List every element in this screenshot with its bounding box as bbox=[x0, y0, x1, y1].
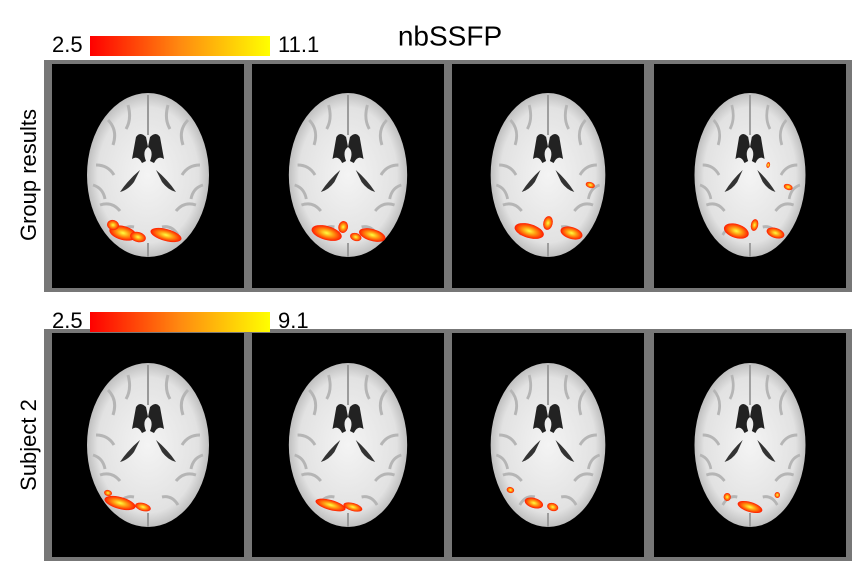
brain-slice bbox=[85, 91, 211, 259]
brain-slice bbox=[489, 91, 607, 259]
activation bbox=[514, 223, 544, 239]
activation bbox=[723, 493, 731, 501]
activation bbox=[560, 226, 583, 240]
brain-slice bbox=[85, 361, 211, 529]
activation bbox=[723, 223, 749, 239]
activation bbox=[104, 489, 112, 497]
brain bbox=[85, 91, 211, 259]
activation bbox=[524, 497, 544, 509]
brain-slice bbox=[287, 361, 409, 529]
colorbar-max: 9.1 bbox=[278, 308, 309, 333]
row-label: Subject 2 bbox=[16, 399, 41, 491]
title: nbSSFP bbox=[398, 20, 502, 51]
activation bbox=[737, 500, 763, 514]
colorbar-min: 2.5 bbox=[52, 32, 83, 57]
activation bbox=[311, 225, 342, 241]
activation bbox=[135, 502, 151, 512]
brain bbox=[489, 91, 607, 259]
brain bbox=[489, 361, 607, 529]
colorbar-min: 2.5 bbox=[52, 308, 83, 333]
activation bbox=[343, 502, 363, 512]
activation bbox=[104, 495, 136, 511]
activation bbox=[506, 486, 515, 494]
activation bbox=[766, 162, 771, 168]
brain bbox=[85, 361, 211, 529]
brain bbox=[287, 91, 409, 259]
activation bbox=[750, 219, 759, 231]
activation bbox=[359, 228, 386, 242]
brain-slice bbox=[692, 91, 808, 259]
colorbar bbox=[90, 36, 270, 56]
brain-slice bbox=[692, 361, 808, 529]
colorbar-max: 11.1 bbox=[278, 32, 319, 57]
activation bbox=[783, 183, 793, 191]
brain-slice bbox=[489, 361, 607, 529]
activation bbox=[350, 232, 362, 242]
activation bbox=[766, 227, 785, 239]
activation bbox=[547, 502, 559, 512]
row-label: Group results bbox=[16, 109, 41, 241]
activation bbox=[774, 492, 781, 498]
brain-slice bbox=[287, 91, 409, 259]
activation bbox=[130, 231, 146, 243]
brain bbox=[692, 91, 808, 259]
activation bbox=[338, 221, 349, 233]
activation bbox=[107, 219, 119, 231]
colorbar bbox=[90, 312, 270, 332]
activation bbox=[543, 216, 553, 230]
activation bbox=[315, 498, 346, 512]
activation bbox=[150, 227, 182, 243]
activation bbox=[585, 181, 595, 189]
